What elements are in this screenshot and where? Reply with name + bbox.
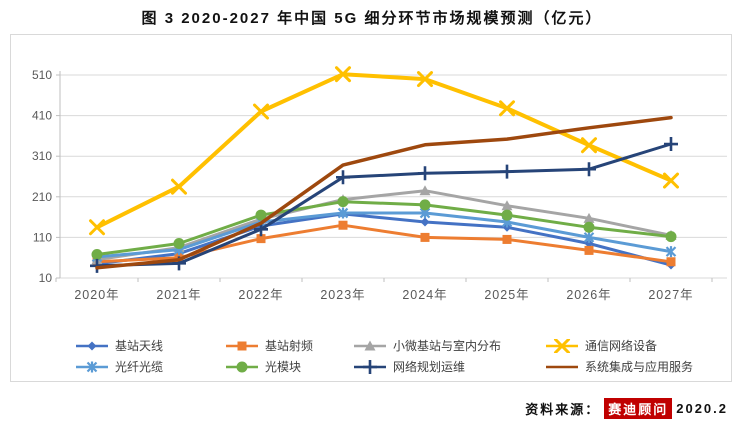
legend-label: 光模块 xyxy=(265,360,302,374)
x-axis-label: 2026年 xyxy=(566,288,611,302)
chart-legend: 基站天线 基站射频 小微基站与室内分布 通信网络设备光纤光缆 光模块 网络规划运维 系统集成… xyxy=(75,335,725,377)
source-line: 资料来源： 赛迪顾问 2020.2 xyxy=(525,398,728,419)
series-4 xyxy=(89,66,679,236)
y-axis-label: 410 xyxy=(32,109,52,123)
legend-marker-icon xyxy=(546,365,578,368)
data-point-marker-circle xyxy=(236,361,248,372)
series-line xyxy=(95,211,673,259)
chart-area: 10 110 210 310 410 510 2020年 2021年 2022年 2023年 202… xyxy=(10,34,732,382)
data-point-marker-plus xyxy=(500,164,514,179)
data-point-marker-plus xyxy=(363,359,377,374)
series-line xyxy=(95,142,673,268)
data-point-marker-x xyxy=(253,103,269,120)
x-axis-label: 2022年 xyxy=(238,288,283,302)
data-point-marker-square xyxy=(256,234,266,244)
legend-label: 小微基站与室内分布 xyxy=(393,339,502,353)
data-point-marker-x xyxy=(89,219,105,236)
legend-item-8: 系统集成与应用服务 xyxy=(545,358,725,375)
data-point-marker-circle xyxy=(501,209,513,221)
x-axis-label: 2027年 xyxy=(648,288,693,302)
data-point-marker-circle xyxy=(173,237,185,249)
data-point-marker-star xyxy=(337,207,349,219)
legend-marker-icon xyxy=(546,338,578,353)
x-axis-label: 2023年 xyxy=(320,288,365,302)
data-point-marker-square xyxy=(584,245,594,255)
series-line xyxy=(95,212,673,267)
source-label: 资料来源： xyxy=(525,402,601,417)
series-6 xyxy=(91,196,677,260)
legend-marker-icon xyxy=(354,359,386,374)
y-axis-label: 110 xyxy=(33,230,52,244)
legend-item-6: 光模块 xyxy=(225,358,353,375)
data-point-marker-x xyxy=(417,71,433,88)
series-8 xyxy=(95,115,673,270)
y-axis-label: 10 xyxy=(39,271,53,285)
series-line xyxy=(95,72,673,230)
legend-label: 光纤光缆 xyxy=(115,360,164,374)
data-point-marker-plus xyxy=(582,162,596,177)
legend-marker-icon xyxy=(76,361,108,372)
data-point-marker-plus xyxy=(336,170,350,185)
data-point-marker-x xyxy=(554,338,570,353)
x-axis-label: 2024年 xyxy=(402,288,447,302)
legend-label: 通信网络设备 xyxy=(585,339,658,353)
data-point-marker-diamond xyxy=(584,238,594,248)
legend-marker-icon xyxy=(354,340,386,350)
data-point-marker-square xyxy=(666,257,676,267)
data-point-marker-square xyxy=(420,232,430,242)
y-axis-label: 510 xyxy=(32,68,52,82)
y-axis-label: 310 xyxy=(32,149,52,163)
data-point-marker-triangle xyxy=(419,185,431,196)
legend-marker-icon xyxy=(76,341,108,350)
data-point-marker-x xyxy=(499,100,515,117)
x-axis-label: 2025年 xyxy=(484,288,529,302)
data-point-marker-diamond xyxy=(87,341,97,350)
y-axis-label: 210 xyxy=(32,190,52,204)
data-point-marker-star xyxy=(665,246,677,258)
data-point-marker-circle xyxy=(665,231,677,243)
data-point-marker-square xyxy=(502,234,512,244)
legend-item-3: 小微基站与室内分布 xyxy=(353,337,545,354)
legend-item-2: 基站射频 xyxy=(225,337,353,354)
data-point-marker-square xyxy=(338,220,348,230)
series-line xyxy=(95,189,673,262)
legend-marker-icon xyxy=(226,341,258,350)
data-point-marker-circle xyxy=(91,248,103,260)
series-7 xyxy=(90,137,678,273)
data-point-marker-plus xyxy=(664,137,678,152)
line-chart-plot: 10 110 210 310 410 510 2020年 2021年 2022年 2023年 202… xyxy=(32,66,727,302)
data-point-marker-square xyxy=(237,341,247,350)
data-point-marker-x xyxy=(581,137,597,154)
data-point-marker-circle xyxy=(583,221,595,233)
legend-label: 系统集成与应用服务 xyxy=(585,360,694,374)
data-point-marker-circle xyxy=(419,199,431,211)
legend-label: 网络规划运维 xyxy=(393,360,466,374)
legend-marker-icon xyxy=(226,361,258,372)
chart-title: 图 3 2020-2027 年中国 5G 细分环节市场规模预测（亿元） xyxy=(141,10,603,27)
legend-item-4: 通信网络设备 xyxy=(545,337,725,354)
series-line xyxy=(95,200,673,256)
x-axis-label: 2021年 xyxy=(156,288,201,302)
series-line xyxy=(95,115,673,270)
data-point-marker-diamond xyxy=(420,217,430,227)
data-point-marker-plus xyxy=(418,166,432,181)
source-date: 2020.2 xyxy=(676,401,728,416)
source-brand: 赛迪顾问 xyxy=(604,398,673,419)
legend-label: 基站射频 xyxy=(265,339,314,353)
data-point-marker-x xyxy=(663,172,679,189)
data-point-marker-circle xyxy=(337,196,349,208)
x-axis-label: 2020年 xyxy=(74,288,119,302)
data-point-marker-triangle xyxy=(501,200,513,211)
data-point-marker-star xyxy=(86,361,98,372)
data-point-marker-triangle xyxy=(583,212,595,223)
legend-item-5: 光纤光缆 xyxy=(75,358,225,375)
legend-item-7: 网络规划运维 xyxy=(353,358,545,375)
legend-label: 基站天线 xyxy=(115,339,164,353)
data-point-marker-circle xyxy=(255,209,267,221)
legend-item-1: 基站天线 xyxy=(75,337,225,354)
data-point-marker-triangle xyxy=(364,340,376,350)
data-point-marker-star xyxy=(583,231,595,243)
data-point-marker-x xyxy=(171,178,187,195)
data-point-marker-x xyxy=(335,66,351,83)
